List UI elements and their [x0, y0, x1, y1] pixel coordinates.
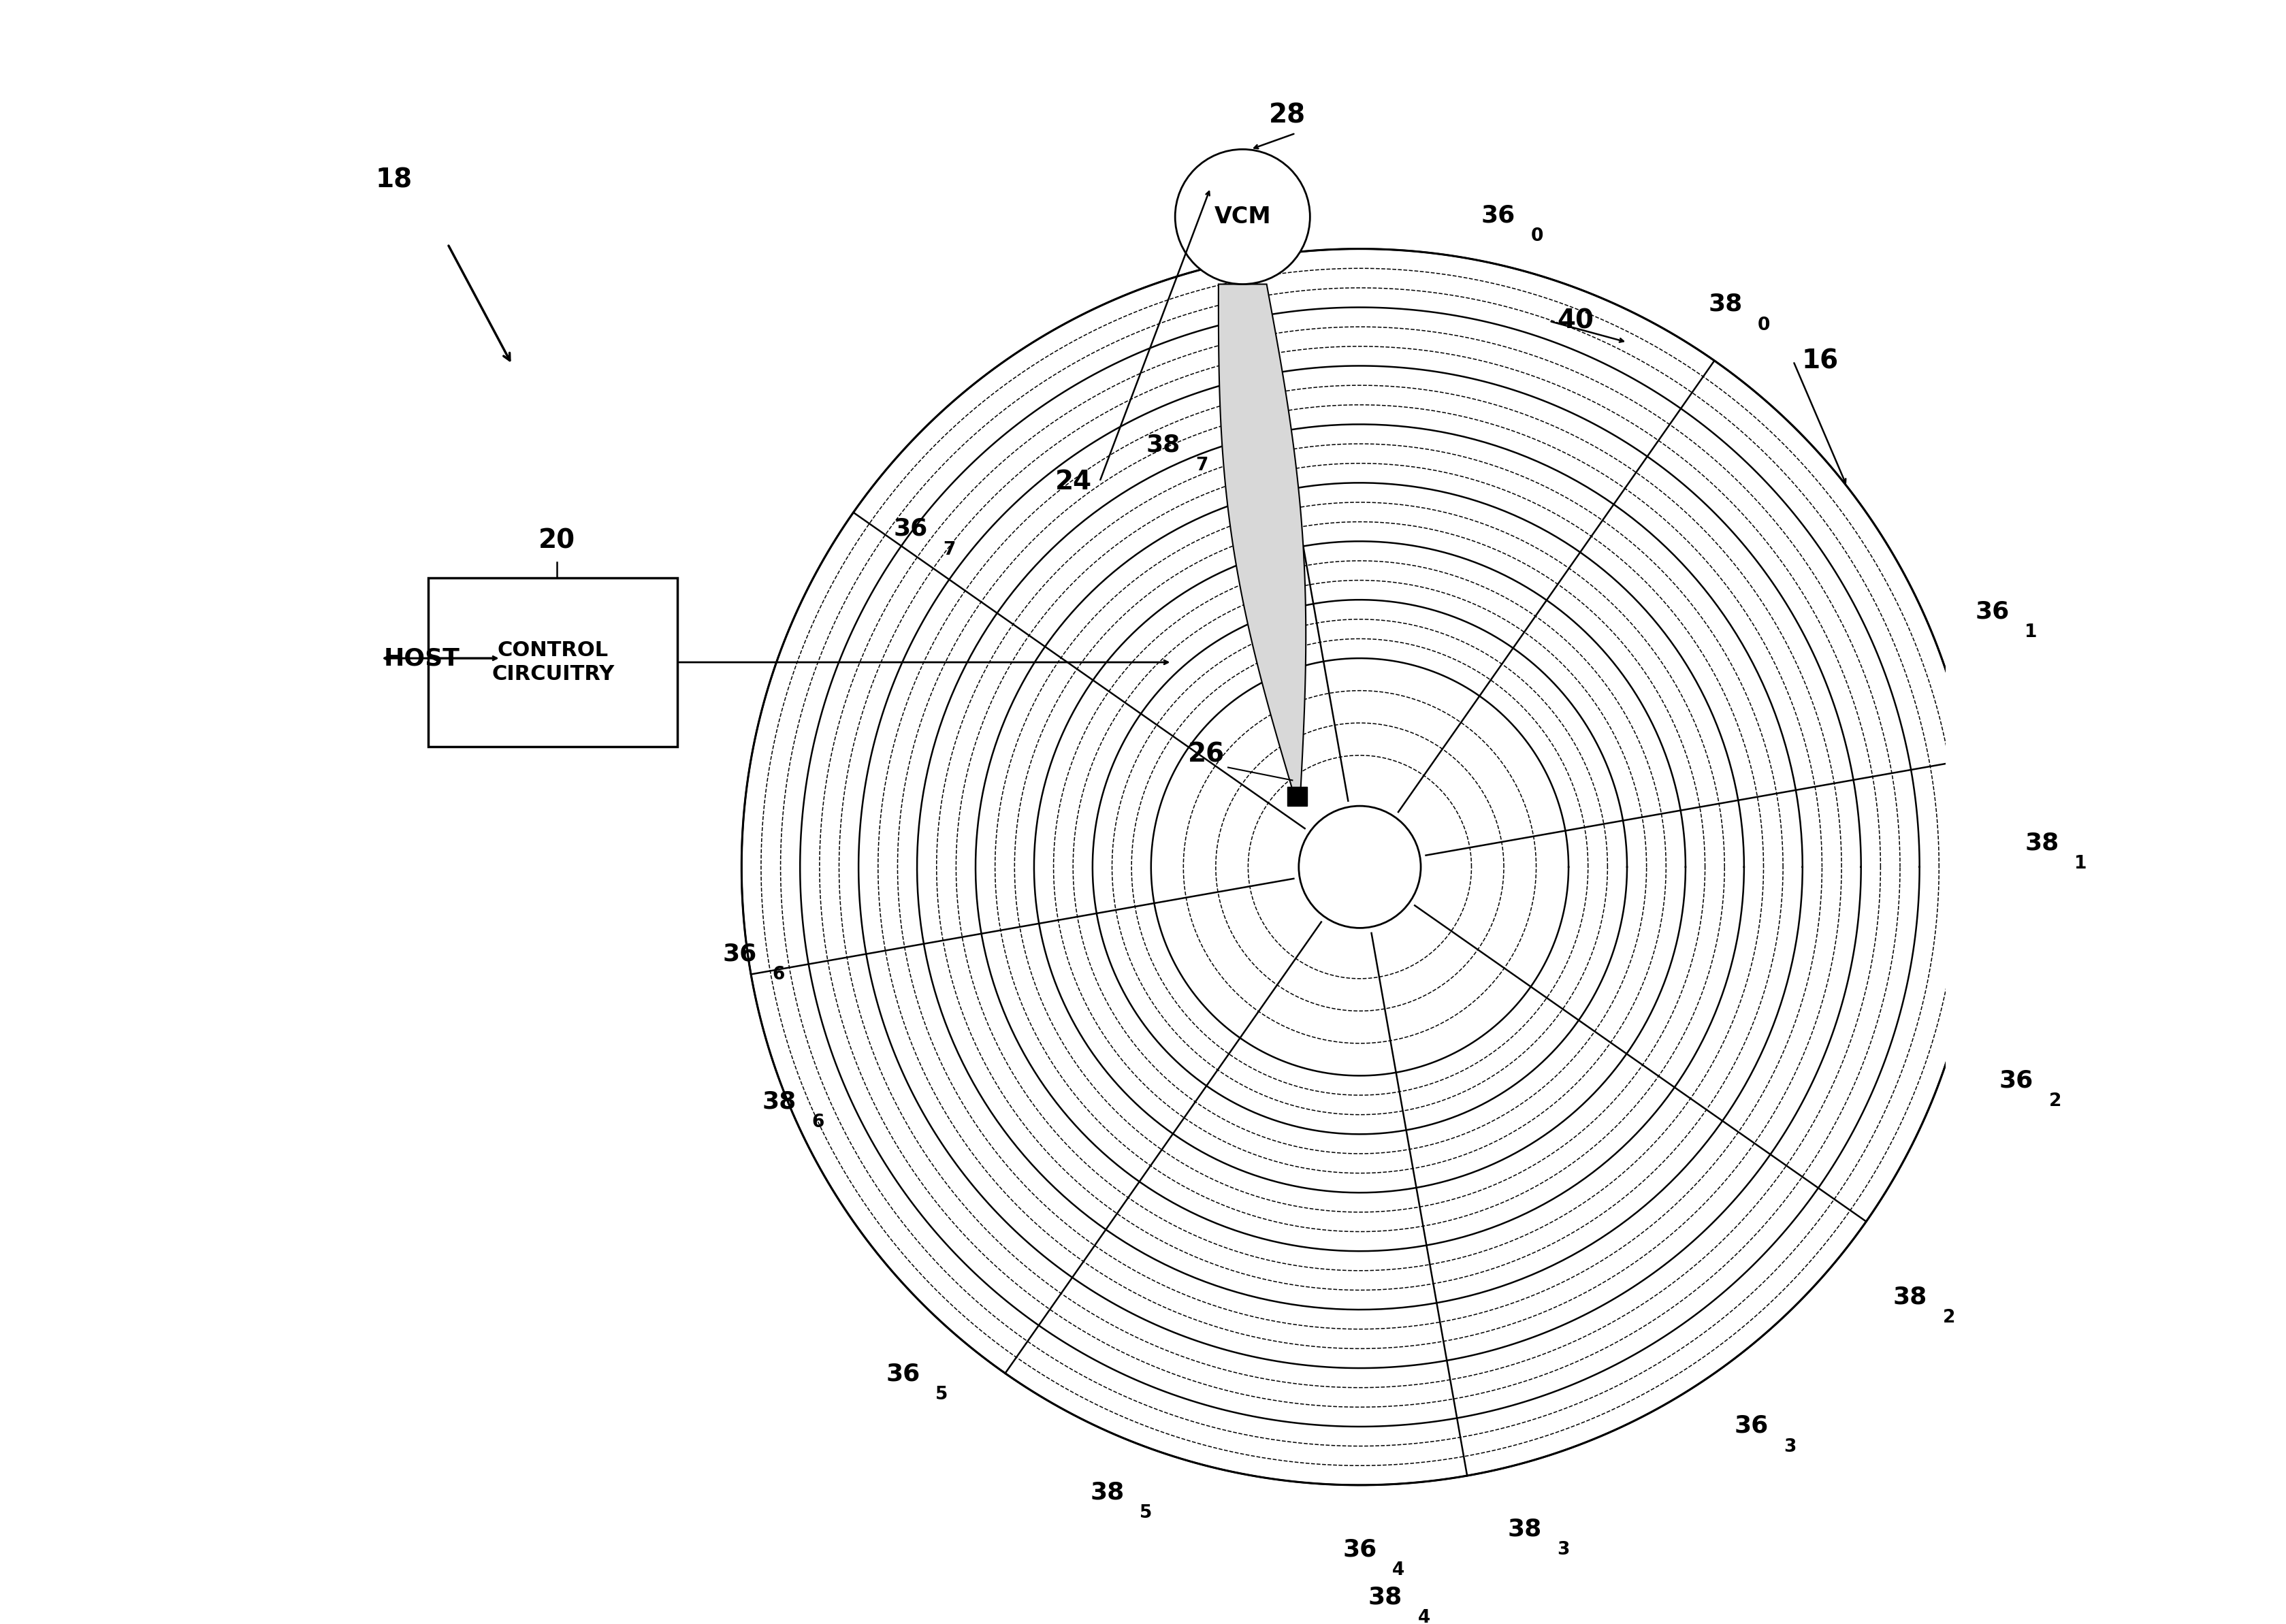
Text: HOST: HOST	[384, 646, 459, 669]
Text: 6: 6	[773, 966, 784, 984]
Text: 38: 38	[1708, 292, 1742, 315]
Text: 0: 0	[1532, 227, 1543, 245]
Text: 20: 20	[539, 528, 576, 554]
Text: 5: 5	[1138, 1504, 1152, 1522]
Text: 7: 7	[1196, 456, 1207, 474]
Text: 36: 36	[2000, 1069, 2035, 1091]
Text: 0: 0	[1758, 317, 1769, 335]
Text: VCM: VCM	[1214, 206, 1271, 227]
Text: 36: 36	[722, 942, 757, 966]
Text: 36: 36	[1975, 599, 2009, 624]
Text: 2: 2	[2048, 1093, 2062, 1111]
Text: 38: 38	[1145, 434, 1180, 456]
Text: 4: 4	[1392, 1561, 1404, 1579]
Text: 2: 2	[1943, 1309, 1955, 1327]
Text: 24: 24	[1054, 469, 1093, 495]
Circle shape	[1298, 806, 1422, 927]
Text: 3: 3	[1783, 1437, 1797, 1455]
Text: 4: 4	[1417, 1609, 1431, 1624]
Text: 36: 36	[894, 516, 928, 541]
Text: 28: 28	[1269, 102, 1305, 128]
Text: 1: 1	[2073, 856, 2087, 872]
Text: 7: 7	[944, 541, 956, 559]
Text: 36: 36	[1481, 203, 1516, 227]
Text: 38: 38	[1090, 1481, 1125, 1504]
Text: 36: 36	[1342, 1538, 1376, 1561]
Text: 38: 38	[1369, 1585, 1401, 1609]
Text: 18: 18	[375, 167, 411, 193]
Text: 38: 38	[761, 1090, 796, 1112]
Text: 36: 36	[1735, 1415, 1769, 1437]
Text: 6: 6	[812, 1114, 823, 1132]
Text: CONTROL
CIRCUITRY: CONTROL CIRCUITRY	[491, 640, 615, 684]
Polygon shape	[1218, 284, 1305, 794]
Text: 38: 38	[1893, 1285, 1927, 1309]
Text: 3: 3	[1557, 1541, 1570, 1559]
Text: 26: 26	[1189, 742, 1225, 768]
Text: 1: 1	[2025, 624, 2037, 641]
Text: 38: 38	[2025, 831, 2060, 854]
Text: 36: 36	[887, 1363, 921, 1385]
Text: 38: 38	[1509, 1517, 1543, 1541]
Circle shape	[1175, 149, 1310, 284]
Bar	[427, 578, 677, 747]
Text: 40: 40	[1557, 309, 1593, 335]
Text: 16: 16	[1801, 348, 1838, 374]
Bar	[1287, 786, 1308, 806]
Text: 5: 5	[935, 1385, 949, 1403]
